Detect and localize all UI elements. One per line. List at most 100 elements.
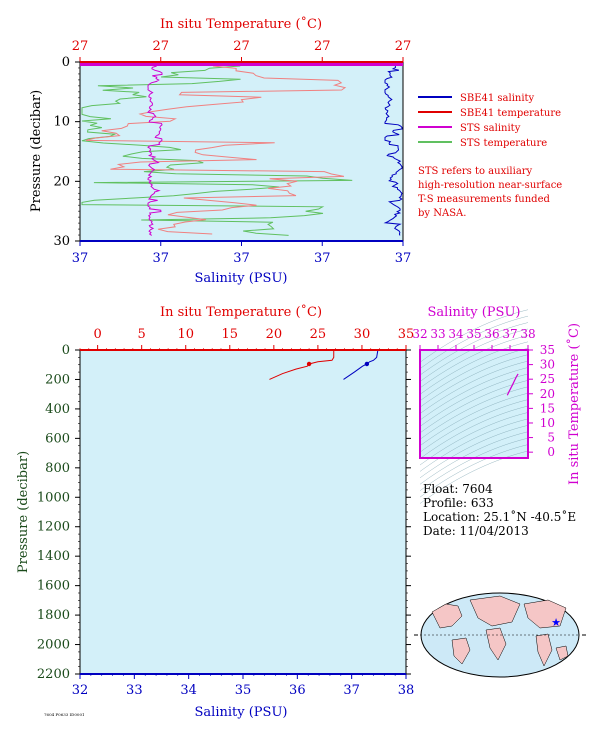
main-temp-tick-label: 15	[222, 327, 239, 342]
top-pressure-tick-label: 0	[62, 55, 70, 70]
main-pressure-tick-label: 1000	[37, 490, 70, 505]
top-temp-tick-label: 27	[233, 39, 250, 54]
ts-salinity-label: Salinity (PSU)	[428, 305, 521, 320]
salinity-marker	[364, 361, 370, 367]
main-pressure-tick-label: 800	[45, 461, 70, 476]
sbe41-temperature-trace	[85, 65, 347, 235]
float-id: Float: 7604	[423, 482, 493, 496]
isopycnal	[419, 315, 529, 369]
main-chart-profiles	[269, 350, 379, 380]
legend-label: SBE41 temperature	[460, 108, 561, 119]
main-temp-tick-label: 35	[398, 327, 415, 342]
main-chart: 0 5 10 15 20 25 30 35 32 33 34 35 36 37 38 0 200 400 600 80…	[16, 304, 414, 720]
main-salinity-label: Salinity (PSU)	[195, 705, 288, 720]
top-pressure-tick-label: 30	[53, 234, 70, 249]
top-sal-tick-label: 37	[314, 251, 331, 266]
top-temp-tick-label: 27	[72, 39, 89, 54]
continent	[431, 603, 463, 629]
isopycnal	[419, 425, 529, 479]
main-sal-tick-label: 32	[72, 683, 89, 698]
main-sal-tick-label: 38	[398, 683, 415, 698]
continent	[523, 599, 567, 629]
main-pressure-tick-label: 600	[45, 431, 70, 446]
ts-temp-tick-label: 5	[547, 431, 555, 445]
top-temperature-label: In situ Temperature (˚C)	[160, 16, 322, 32]
sts-salinity-trace	[147, 65, 163, 236]
isopycnal	[419, 354, 529, 408]
main-temp-tick-label: 30	[354, 327, 371, 342]
isopycnal	[419, 322, 529, 376]
main-pressure-tick-label: 400	[45, 402, 70, 417]
isopycnal	[419, 405, 529, 459]
continent	[485, 627, 507, 661]
ts-curves	[419, 309, 529, 504]
isopycnal	[419, 399, 529, 453]
main-pressure-tick-label: 1400	[37, 549, 70, 564]
main-temp-tick-label: 25	[310, 327, 327, 342]
main-pressure-tick-label: 200	[45, 372, 70, 387]
ts-temp-tick-label: 35	[540, 343, 555, 357]
note-line: by NASA.	[418, 208, 466, 219]
main-pressure-tick-label: 0	[62, 343, 70, 358]
main-sal-tick-label: 37	[343, 683, 360, 698]
note-line: T-S measurements funded	[418, 194, 550, 205]
top-chart-ticks: 27 27 27 27 27 37 37 37 37 37 0 10 20 30	[53, 39, 411, 266]
ts-sal-tick-label: 34	[448, 327, 464, 341]
isopycnal	[419, 360, 529, 414]
legend-label: SBE41 salinity	[460, 93, 535, 104]
isopycnal	[419, 380, 529, 434]
top-sal-tick-label: 37	[233, 251, 250, 266]
main-temperature-label: In situ Temperature (˚C)	[160, 304, 322, 320]
ts-sal-tick-label: 33	[430, 327, 445, 341]
main-temp-tick-label: 5	[138, 327, 146, 342]
temperature-marker	[306, 361, 312, 367]
main-pressure-label: Pressure (decibar)	[16, 451, 31, 573]
ts-temp-tick-label: 20	[540, 387, 555, 401]
isopycnal	[419, 348, 529, 401]
continent	[451, 637, 471, 665]
ts-temp-tick-label: 0	[547, 445, 555, 459]
sts-temperature-trace	[81, 65, 353, 236]
main-temp-tick-label: 10	[177, 327, 194, 342]
main-plot-area	[79, 349, 407, 675]
main-pressure-tick-label: 2000	[37, 638, 70, 653]
ts-temp-tick-label: 30	[540, 358, 555, 372]
ts-temp-tick-label: 25	[540, 372, 555, 386]
top-chart-profiles	[81, 65, 403, 236]
isopycnal	[419, 450, 529, 504]
top-pressure-tick-label: 10	[53, 115, 70, 130]
isopycnal	[419, 373, 529, 427]
top-surface-band	[80, 62, 403, 66]
ts-sal-tick-label: 36	[484, 327, 499, 341]
legend-label: STS salinity	[460, 123, 521, 134]
sbe41-salinity-trace	[383, 65, 403, 236]
main-sal-tick-label: 33	[126, 683, 143, 698]
float-position-marker: ★	[551, 616, 561, 629]
ts-temp-tick-label: 10	[540, 416, 555, 430]
isopycnal	[419, 367, 529, 421]
isopycnal	[419, 393, 529, 446]
main-temp-tick-label: 0	[93, 327, 101, 342]
top-sal-tick-label: 37	[395, 251, 412, 266]
ts-sal-tick-label: 38	[520, 327, 535, 341]
isopycnal	[419, 418, 529, 472]
continent	[535, 633, 553, 667]
ts-temperature-label: In situ Temperature (˚C)	[566, 323, 582, 485]
top-chart: 27 27 27 27 27 37 37 37 37 37 0 10 20 30 In situ Temp…	[29, 16, 562, 286]
top-temp-tick-label: 27	[395, 39, 412, 54]
isopycnal	[419, 412, 529, 466]
main-pressure-tick-label: 1200	[37, 520, 70, 535]
float-location: Location: 25.1˚N -40.5˚E	[423, 510, 577, 524]
top-temp-tick-label: 27	[314, 39, 331, 54]
note-line: high-resolution near-surface	[418, 180, 562, 191]
top-legend: SBE41 salinity SBE41 temperature STS salin…	[418, 93, 561, 149]
ts-curve	[506, 373, 519, 396]
legend-label: STS temperature	[460, 138, 547, 149]
top-sal-tick-label: 37	[152, 251, 169, 266]
top-pressure-tick-label: 20	[53, 174, 70, 189]
top-pressure-label: Pressure (decibar)	[29, 90, 44, 212]
main-sal-tick-label: 34	[180, 683, 197, 698]
